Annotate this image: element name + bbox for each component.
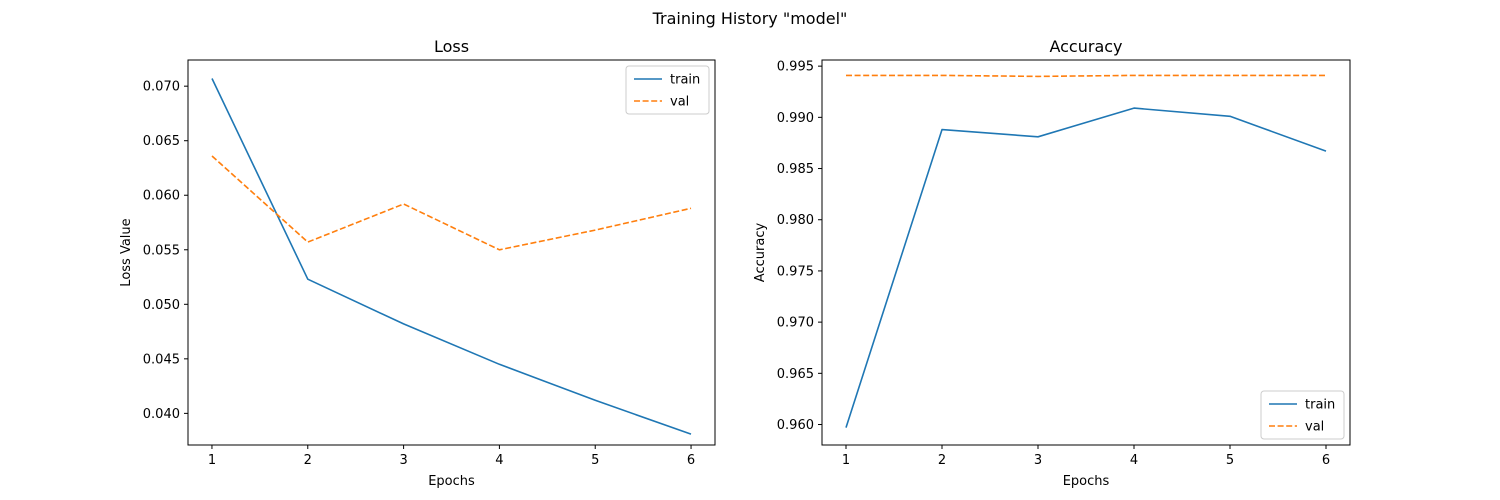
accuracy-x-tick-label: 4: [1130, 453, 1138, 468]
accuracy-series-train-line: [845, 107, 1327, 428]
accuracy-y-tick-label: 0.960: [777, 418, 814, 433]
loss-y-axis-label: Loss Value: [119, 218, 134, 286]
accuracy-legend-train-label: train: [1305, 398, 1335, 413]
loss-y-tick-label: 0.040: [143, 407, 180, 422]
loss-x-tick-label: 3: [399, 453, 407, 468]
accuracy-x-tick-label: 2: [938, 453, 946, 468]
accuracy-y-tick-label: 0.980: [777, 213, 814, 228]
loss-y-tick-label: 0.050: [143, 298, 180, 313]
accuracy-y-tick-label: 0.965: [777, 367, 814, 382]
accuracy-title: Accuracy: [1049, 37, 1122, 56]
loss-y-tick-label: 0.060: [143, 189, 180, 204]
loss-x-axis-label: Epochs: [428, 474, 475, 489]
accuracy-y-tick-label: 0.970: [777, 316, 814, 331]
accuracy-y-tick-label: 0.975: [777, 264, 814, 279]
accuracy-legend: train val: [1260, 390, 1345, 440]
loss-y-tick-label: 0.070: [143, 80, 180, 95]
accuracy-legend-box: [1260, 390, 1345, 440]
accuracy-series-val-line: [846, 74, 1326, 78]
loss-legend: train val: [625, 65, 710, 115]
loss-x-tick-label: 5: [591, 453, 599, 468]
accuracy-x-axis-label: Epochs: [1063, 474, 1110, 489]
loss-x-tick-label: 1: [208, 453, 216, 468]
accuracy-y-axis-label: Accuracy: [753, 223, 768, 283]
loss-y-tick-label: 0.065: [143, 134, 180, 149]
loss-panel: Loss 1 2 3 4 5 6 0.040 0.045 0.050 0.055 0.060 0.065…: [119, 37, 716, 489]
loss-x-tick-label: 2: [304, 453, 312, 468]
loss-legend-box: [625, 65, 710, 115]
loss-series-train-line: [211, 78, 692, 435]
loss-y-tick-label: 0.045: [143, 352, 180, 367]
accuracy-x-tick-label: 1: [842, 453, 850, 468]
accuracy-axes-frame: [821, 59, 1351, 446]
accuracy-x-tick-label: 3: [1034, 453, 1042, 468]
accuracy-y-tick-label: 0.985: [777, 162, 814, 177]
loss-x-tick-label: 4: [495, 453, 503, 468]
loss-y-tick-label: 0.055: [143, 243, 180, 258]
accuracy-x-tick-label: 5: [1226, 453, 1234, 468]
loss-axes-frame: [187, 59, 716, 446]
loss-legend-train-label: train: [670, 73, 700, 88]
accuracy-y-tick-label: 0.995: [777, 60, 814, 75]
accuracy-panel: Accuracy 1 2 3 4 5 6 0.960 0.965 0.970 0.975 0.980 0…: [753, 37, 1351, 489]
accuracy-x-tick-label: 6: [1322, 453, 1330, 468]
accuracy-y-tick-label: 0.990: [777, 111, 814, 126]
loss-x-tick-label: 6: [687, 453, 695, 468]
loss-legend-val-label: val: [670, 95, 689, 110]
loss-series-val-line: [211, 155, 692, 251]
figure-suptitle: Training History "model": [652, 9, 848, 28]
accuracy-legend-val-label: val: [1305, 420, 1324, 435]
loss-title: Loss: [434, 37, 469, 56]
